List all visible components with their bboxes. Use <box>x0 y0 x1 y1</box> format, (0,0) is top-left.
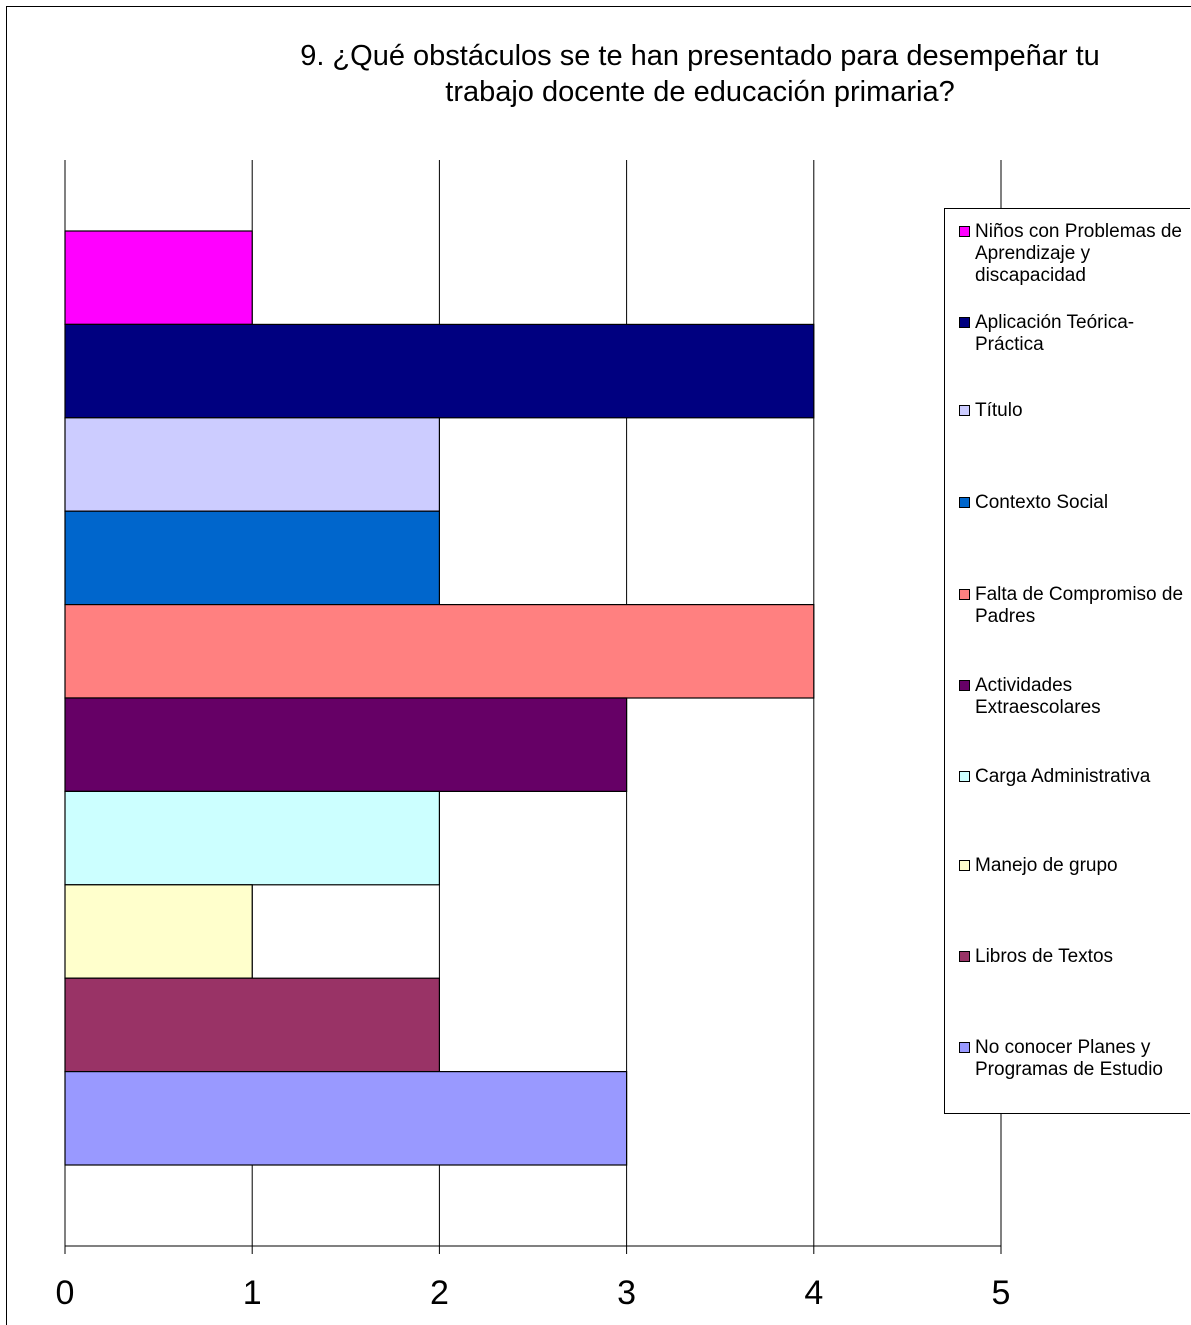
bar-10 <box>64 1070 628 1166</box>
chart-title: 9. ¿Qué obstáculos se te han presentado … <box>300 40 1100 108</box>
legend-label: Carga Administrativa <box>975 766 1151 787</box>
legend-label: Contexto Social <box>975 492 1109 513</box>
tick-label-3: 3 <box>617 1274 636 1312</box>
legend-swatch <box>959 1042 970 1053</box>
legend-label: Aplicación Teórica-Práctica <box>975 312 1135 355</box>
legend-swatch <box>959 226 970 237</box>
legend-swatch <box>959 405 970 416</box>
legend-label: Libros de Textos <box>975 946 1114 967</box>
legend-label: No conocer Planes y Programas de Estudio <box>975 1037 1163 1080</box>
legend-swatch <box>959 589 970 600</box>
bar-1 <box>64 230 253 326</box>
tick-label-2: 2 <box>430 1274 449 1312</box>
legend-swatch <box>959 951 970 962</box>
legend-label: Actividades Extraescolares <box>975 675 1101 718</box>
legend-label: Manejo de grupo <box>975 855 1118 876</box>
legend-swatch <box>959 317 970 328</box>
legend-swatch <box>959 497 970 508</box>
bar-2 <box>64 323 815 419</box>
legend-swatch <box>959 771 970 782</box>
legend: Niños con Problemas de Aprendizaje y dis… <box>944 208 1190 1114</box>
legend-swatch <box>959 680 970 691</box>
legend-label: Niños con Problemas de Aprendizaje y dis… <box>975 221 1182 286</box>
legend-swatch <box>959 860 970 871</box>
tick-label-5: 5 <box>992 1274 1011 1312</box>
tick-label-0: 0 <box>56 1274 75 1312</box>
bar-9 <box>64 977 440 1073</box>
legend-label: Título <box>975 400 1023 421</box>
tick-label-1: 1 <box>243 1274 262 1312</box>
legend-label: Falta de Compromiso de Padres <box>975 584 1184 627</box>
bars <box>64 230 815 1166</box>
bar-8 <box>64 884 253 979</box>
bar-5 <box>64 603 815 699</box>
x-axis: 0 1 2 3 4 5 <box>56 1245 1011 1312</box>
bar-4 <box>64 510 440 606</box>
bar-3 <box>64 417 440 512</box>
bar-7 <box>64 790 440 886</box>
bar-6 <box>64 697 628 793</box>
tick-label-4: 4 <box>804 1274 823 1312</box>
